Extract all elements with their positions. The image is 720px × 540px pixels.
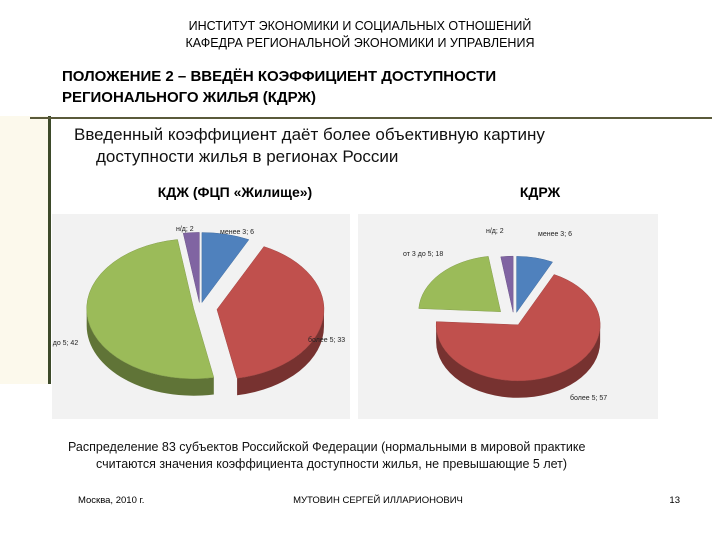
pie-slice-3 — [418, 256, 501, 312]
pie-label-2: более 5; 33 — [308, 336, 345, 344]
intro-text: Введенный коэффициент даёт более объекти… — [74, 124, 688, 168]
footer-page-number: 13 — [669, 495, 680, 506]
footer-author: МУТОВИН СЕРГЕЙ ИЛЛАРИОНОВИЧ — [293, 495, 463, 506]
footer-place-date: Москва, 2010 г. — [78, 495, 145, 506]
intro-line2: доступности жилья в регионах России — [96, 147, 399, 166]
sidebar-decoration — [0, 116, 48, 384]
slide-title-line1: ПОЛОЖЕНИЕ 2 – ВВЕДЁН КОЭФФИЦИЕНТ ДОСТУПН… — [62, 68, 497, 85]
pie-label-1: менее 3; 6 — [220, 229, 254, 236]
chart2-panel: менее 3; 6 более 5; 57 от 3 до 5; 18 н/д; 2 — [358, 214, 658, 419]
pie-label-1: менее 3; 6 — [538, 231, 572, 238]
pie-slice-1 — [201, 232, 250, 304]
chart2-title: КДРЖ — [519, 184, 561, 200]
caption-line1: Распределение 83 субъектов Российской Фе… — [68, 440, 586, 454]
pie-slice-2 — [435, 274, 601, 382]
pie-slice-2 — [216, 246, 325, 379]
pie-label-4: н/д; 2 — [176, 226, 194, 233]
chart1-panel: менее 3; 6 более 5; 33 от 3 до 5; 42 н/д; 2 — [52, 214, 350, 419]
intro-line1: Введенный коэффициент даёт более объекти… — [74, 125, 545, 144]
pie-label-2: более 5; 57 — [570, 394, 607, 402]
pie-slice-1 — [516, 256, 553, 314]
pie-label-4: н/д; 2 — [486, 228, 504, 235]
chart2-pie: менее 3; 6 более 5; 57 от 3 до 5; 18 н/д; 2 — [403, 228, 607, 402]
chart1-pie: менее 3; 6 более 5; 33 от 3 до 5; 42 н/д; 2 — [52, 226, 345, 396]
institute-name: ИНСТИТУТ ЭКОНОМИКИ И СОЦИАЛЬНЫХ ОТНОШЕНИ… — [188, 19, 532, 33]
caption-line2: считаются значения коэффициента доступно… — [96, 457, 568, 471]
pie-slice-4 — [182, 232, 200, 303]
sidebar-accent-bar — [48, 116, 51, 384]
department-name: КАФЕДРА РЕГИОНАЛЬНОЙ ЭКОНОМИКИ И УПРАВЛЕ… — [185, 36, 535, 50]
slide-title: ПОЛОЖЕНИЕ 2 – ВВЕДЁН КОЭФФИЦИЕНТ ДОСТУПН… — [62, 66, 702, 108]
caption: Распределение 83 субъектов Российской Фе… — [68, 439, 678, 473]
slide-title-line2: РЕГИОНАЛЬНОГО ЖИЛЬЯ (КДРЖ) — [62, 89, 316, 106]
chart1-title: КДЖ (ФЦП «Жилище») — [157, 184, 313, 200]
pie-slice-side — [436, 324, 601, 398]
pie-slice-side — [237, 309, 324, 396]
pie-label-3: от 3 до 5; 18 — [403, 251, 443, 258]
pie-slice-3 — [86, 239, 215, 379]
pie-label-3: от 3 до 5; 42 — [52, 340, 78, 347]
pie-slice-side — [86, 308, 214, 396]
title-divider — [30, 117, 712, 119]
pie-slice-4 — [500, 255, 514, 313]
